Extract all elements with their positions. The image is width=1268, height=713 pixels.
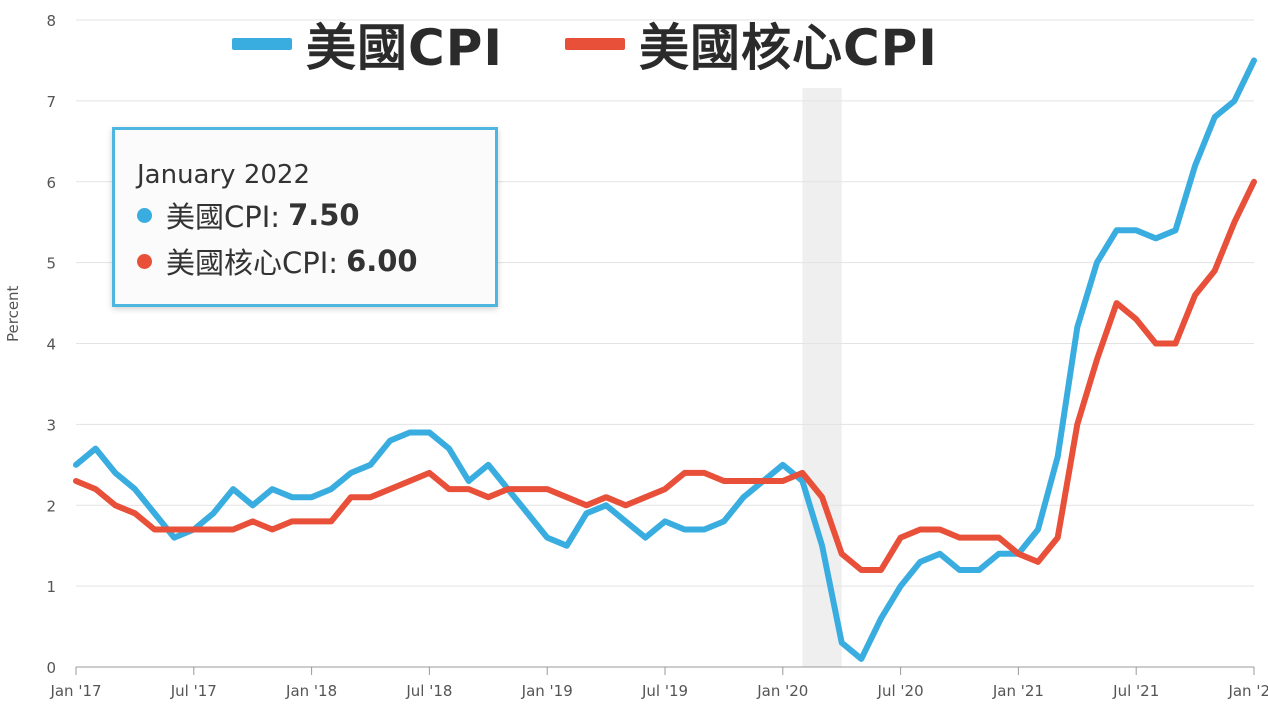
tooltip-name-cpi: 美國CPI: [166, 200, 281, 234]
tooltip-value-cpi: 7.50 [288, 198, 360, 232]
tooltip-value-core-cpi: 6.00 [346, 244, 418, 278]
y-tick-label-0: 0 [46, 659, 56, 677]
tooltip-title: January 2022 [137, 160, 310, 190]
y-tick-label-6: 6 [46, 174, 56, 192]
tooltip-dot-cpi [137, 207, 152, 223]
legend-item-core-cpi[interactable]: 美國核心CPI [564, 8, 938, 80]
shaded-period-band [802, 88, 842, 667]
legend-item-cpi[interactable]: 美國CPI [232, 8, 503, 80]
y-tick-label-4: 4 [46, 336, 56, 354]
chart-tooltip: January 2022 美國CPI: 7.50 美國核心CPI: 6.00 [112, 127, 498, 307]
x-tick-label-3: Jul '18 [405, 682, 452, 700]
series-line-cpi [73, 57, 1257, 662]
tooltip-dot-core-cpi [137, 253, 152, 269]
x-tick-label-4: Jan '19 [521, 682, 573, 700]
y-tick-label-3: 3 [46, 416, 56, 434]
x-tick-label-2: Jan '18 [285, 682, 337, 700]
y-tick-label-8: 8 [46, 12, 56, 30]
tooltip-row-cpi: 美國CPI: 7.50 [137, 194, 473, 236]
tooltip-name-core-cpi: 美國核心CPI: [166, 246, 339, 280]
x-tick-label-9: Jul '21 [1112, 682, 1159, 700]
x-tick-label-7: Jul '20 [877, 682, 924, 700]
y-tick-label-5: 5 [46, 255, 56, 273]
y-tick-label-2: 2 [46, 497, 56, 515]
legend-swatch-cpi [232, 38, 292, 50]
legend-label-core-cpi: 美國核心CPI [638, 19, 938, 77]
y-tick-label-7: 7 [46, 93, 56, 111]
y-axis-label: Percent [4, 285, 22, 342]
tooltip-row-core-cpi: 美國核心CPI: 6.00 [137, 240, 473, 282]
x-tick-label-0: Jan '17 [49, 682, 101, 700]
x-tick-label-8: Jan '21 [992, 682, 1044, 700]
legend-swatch-core-cpi [564, 38, 625, 50]
series-line-core-cpi [73, 178, 1257, 573]
x-tick-label-5: Jul '19 [641, 682, 688, 700]
chart-legend: 美國CPI 美國核心CPI [232, 8, 938, 80]
legend-label-cpi: 美國CPI [306, 19, 503, 77]
y-tick-label-1: 1 [46, 578, 56, 596]
x-tick-label-1: Jul '17 [170, 682, 217, 700]
x-tick-label-10: Jan '22 [1227, 682, 1268, 700]
x-tick-label-6: Jan '20 [756, 682, 808, 700]
